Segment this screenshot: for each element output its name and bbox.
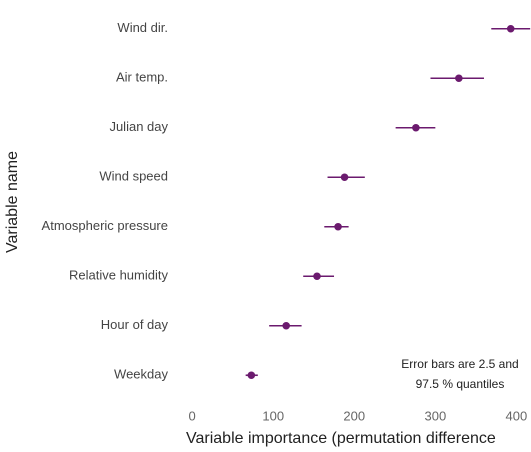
y-tick-label: Atmospheric pressure: [42, 218, 168, 233]
annotation: Error bars are 2.5 and: [401, 357, 518, 371]
x-tick-label: 400: [506, 408, 528, 423]
point: [313, 272, 321, 281]
y-tick-label: Hour of day: [101, 317, 169, 332]
point: [340, 173, 349, 182]
point: [334, 222, 342, 231]
point: [282, 321, 290, 330]
y-tick-label: Weekday: [114, 367, 168, 382]
x-tick-label: 100: [262, 408, 284, 423]
point: [455, 74, 463, 83]
y-tick-label: Wind speed: [99, 169, 168, 184]
x-axis-label: Variable importance (permutation differe…: [186, 430, 496, 447]
y-tick-label: Air temp.: [116, 70, 168, 85]
point: [506, 24, 515, 33]
y-axis-label: Variable name: [4, 151, 21, 253]
point: [412, 123, 420, 132]
y-tick-label: Relative humidity: [69, 268, 168, 283]
annotation: 97.5 % quantiles: [416, 377, 505, 391]
x-tick-label: 300: [424, 408, 446, 423]
y-tick-label: Wind dir.: [117, 20, 168, 35]
point: [247, 371, 256, 380]
x-tick-label: 200: [343, 408, 365, 423]
y-tick-label: Julian day: [109, 119, 168, 134]
x-tick-label: 0: [189, 408, 196, 423]
